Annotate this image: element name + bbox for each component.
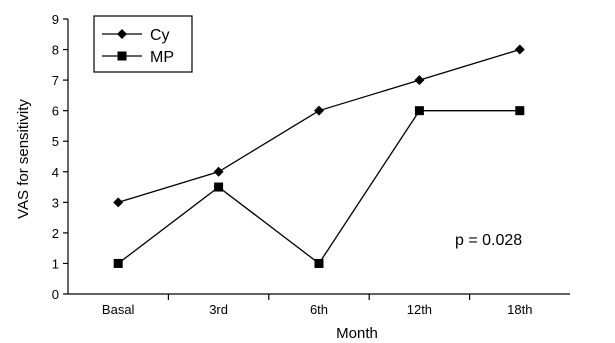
legend: Cy MP: [93, 15, 193, 73]
data-point-cy: [213, 166, 224, 177]
legend-label-mp: MP: [150, 49, 174, 66]
data-point-cy: [314, 105, 324, 116]
data-point-cy: [414, 75, 425, 86]
x-tick-label: 3rd: [209, 302, 228, 317]
data-point-mp: [214, 182, 224, 192]
y-tick-label: 0: [52, 287, 59, 302]
legend-label-cy: Cy: [150, 27, 170, 44]
legend-marker-cy: [117, 29, 127, 39]
series-layer: [113, 44, 525, 268]
data-point-cy: [113, 197, 124, 208]
data-point-mp: [414, 106, 424, 116]
axes: 0 1 2 3 4 5 6 7 8 9 Basal 3rd 6th 12th 18th: [52, 12, 570, 317]
data-point-mp: [113, 258, 123, 268]
x-tick-label: 12th: [407, 302, 432, 317]
y-tick-label: 2: [52, 226, 59, 241]
y-tick-label: 8: [52, 43, 59, 58]
x-axis-title: Month: [336, 325, 378, 342]
y-tick-label: 1: [52, 256, 59, 271]
data-point-mp: [515, 106, 525, 116]
legend-box: [93, 15, 193, 73]
y-tick-label: 6: [52, 104, 59, 119]
y-tick-label: 7: [52, 73, 59, 88]
y-tick-label: 5: [52, 134, 59, 149]
y-tick-label: 3: [52, 195, 59, 210]
y-tick-label: 9: [52, 12, 59, 27]
x-tick-label: Basal: [102, 302, 135, 317]
p-value-annotation: p = 0.028: [455, 232, 522, 249]
y-tick-label: 4: [52, 165, 59, 180]
y-axis-title: VAS for sensitivity: [15, 99, 32, 219]
x-tick-label: 18th: [507, 302, 532, 317]
series-cy: [113, 44, 525, 208]
data-point-cy: [514, 44, 525, 55]
data-point-mp: [314, 258, 324, 268]
series-mp: [113, 106, 525, 268]
x-tick-label: 6th: [310, 302, 328, 317]
legend-marker-mp: [117, 51, 127, 61]
